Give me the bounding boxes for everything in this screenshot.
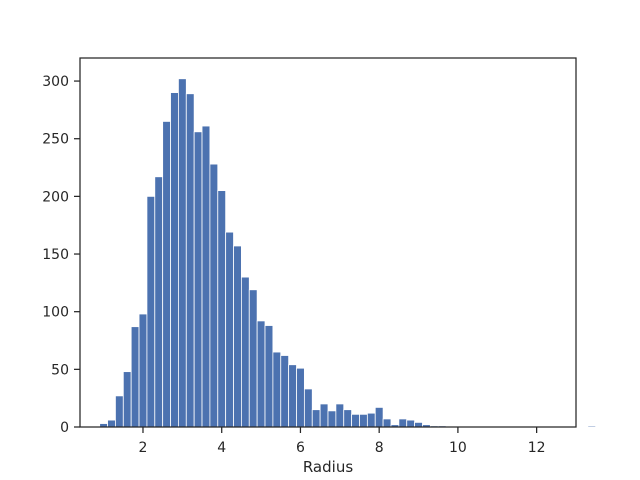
histogram-bar bbox=[185, 93, 195, 428]
y-tick-label: 0 bbox=[60, 420, 69, 436]
histogram-bar bbox=[406, 419, 416, 428]
histogram-bar bbox=[138, 313, 148, 428]
x-axis-ticks: 2 4 6 8 10 12 bbox=[139, 427, 546, 456]
histogram-bar bbox=[280, 355, 290, 428]
histogram-bar bbox=[351, 413, 360, 428]
histogram-bar bbox=[107, 419, 116, 428]
histogram-bar bbox=[296, 367, 305, 428]
histogram-bar bbox=[374, 406, 384, 428]
histogram-bar bbox=[343, 409, 353, 428]
histogram-bar bbox=[272, 351, 282, 428]
x-tick-label: 2 bbox=[139, 440, 148, 456]
x-tick-label: 10 bbox=[449, 440, 467, 456]
histogram-bar bbox=[233, 245, 242, 428]
histogram-bar bbox=[130, 326, 140, 428]
histogram-bar bbox=[288, 364, 297, 428]
y-tick-label: 250 bbox=[42, 132, 69, 148]
histogram-bar bbox=[170, 92, 179, 428]
x-tick-label: 4 bbox=[217, 440, 226, 456]
y-tick-label: 150 bbox=[42, 247, 69, 263]
x-tick-label: 6 bbox=[296, 440, 305, 456]
histogram-bar bbox=[248, 289, 258, 428]
histogram-bar bbox=[264, 325, 274, 428]
histogram-bar bbox=[240, 276, 250, 428]
histogram-bar bbox=[359, 413, 368, 428]
histogram-bar bbox=[303, 388, 313, 428]
histogram-bar bbox=[217, 190, 227, 428]
histogram-bar bbox=[414, 421, 423, 428]
histogram-bar bbox=[366, 412, 376, 428]
y-tick-label: 50 bbox=[51, 362, 69, 378]
y-tick-label: 100 bbox=[42, 305, 69, 321]
histogram-bar bbox=[398, 418, 408, 428]
histogram-bar bbox=[335, 403, 345, 428]
plot-frame bbox=[79, 57, 577, 428]
histogram-bars bbox=[99, 78, 597, 428]
histogram-bar bbox=[178, 78, 187, 428]
histogram-bar bbox=[154, 176, 164, 428]
y-axis-ticks: 0 50 100 150 200 250 300 bbox=[42, 74, 80, 436]
histogram-bar bbox=[146, 195, 156, 428]
histogram-bar bbox=[201, 125, 211, 428]
histogram-bar bbox=[327, 410, 337, 428]
histogram-bar bbox=[587, 425, 597, 428]
histogram-bar bbox=[122, 371, 132, 428]
x-axis-label: Radius bbox=[303, 458, 353, 476]
histogram-bar bbox=[115, 395, 124, 428]
histogram-bar bbox=[225, 231, 234, 428]
histogram-bar bbox=[162, 121, 171, 428]
histogram-bar bbox=[311, 409, 321, 428]
histogram-bar bbox=[193, 131, 203, 428]
y-tick-label: 300 bbox=[42, 74, 69, 90]
x-tick-label: 8 bbox=[375, 440, 384, 456]
histogram-bar bbox=[209, 163, 219, 428]
x-tick-label: 12 bbox=[528, 440, 546, 456]
histogram-bar bbox=[382, 418, 392, 428]
histogram-bar bbox=[256, 320, 266, 428]
histogram-bar bbox=[319, 403, 329, 428]
y-tick-label: 200 bbox=[42, 189, 69, 205]
